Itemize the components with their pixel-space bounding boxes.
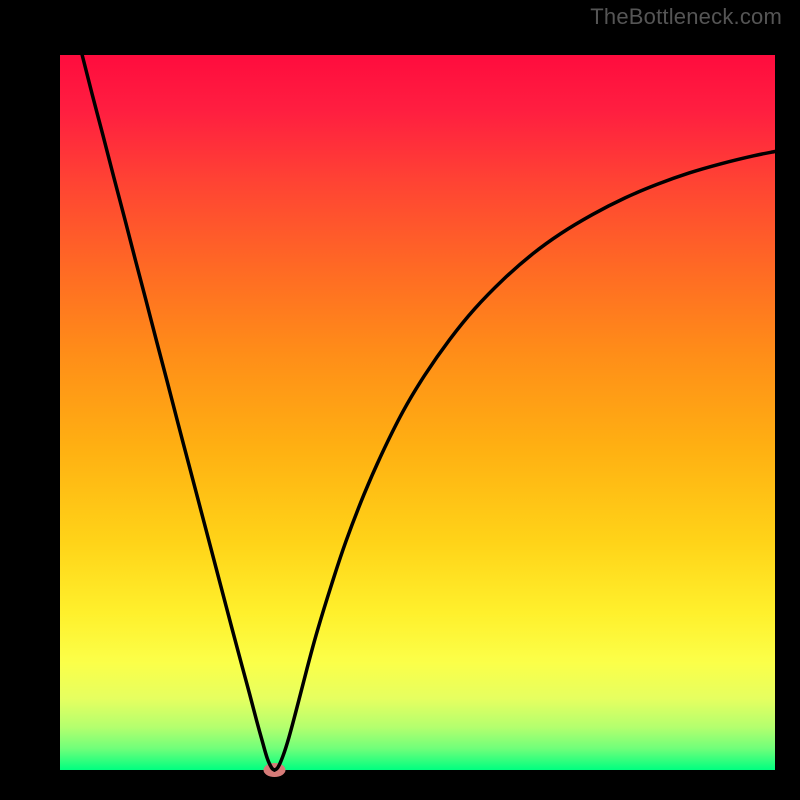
chart-container: TheBottleneck.com bbox=[0, 0, 800, 800]
watermark-text: TheBottleneck.com bbox=[590, 4, 782, 30]
bottleneck-chart bbox=[0, 0, 800, 800]
plot-background bbox=[60, 55, 775, 770]
